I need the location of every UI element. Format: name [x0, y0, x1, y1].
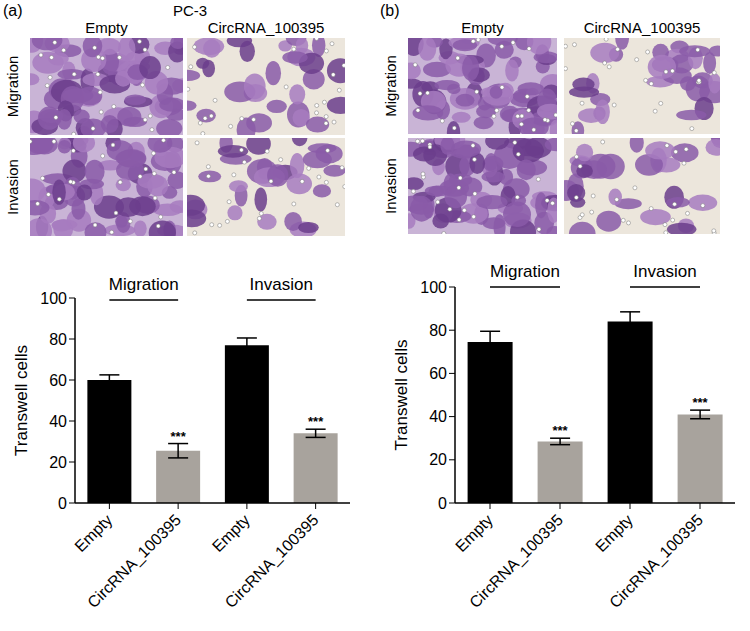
svg-text:Empty: Empty — [209, 511, 253, 555]
svg-text:Empty: Empty — [71, 511, 115, 555]
svg-text:Invasion: Invasion — [382, 158, 399, 214]
svg-text:CircRNA_100395: CircRNA_100395 — [466, 511, 567, 612]
svg-text:(b): (b) — [380, 2, 400, 19]
svg-text:***: *** — [308, 414, 324, 429]
svg-text:20: 20 — [49, 454, 67, 471]
svg-text:20: 20 — [429, 451, 447, 468]
svg-text:CircRNA_100395: CircRNA_100395 — [606, 511, 707, 612]
svg-text:CircRNA_100395: CircRNA_100395 — [222, 511, 323, 612]
svg-text:Migration: Migration — [382, 55, 399, 117]
svg-text:60: 60 — [429, 365, 447, 382]
svg-text:80: 80 — [429, 322, 447, 339]
svg-text:Empty: Empty — [461, 19, 504, 36]
svg-text:PC-3: PC-3 — [173, 2, 207, 19]
svg-text:0: 0 — [58, 495, 67, 512]
svg-text:40: 40 — [49, 413, 67, 430]
svg-text:Invasion: Invasion — [633, 262, 696, 281]
svg-text:Transwell cells: Transwell cells — [12, 345, 31, 456]
svg-text:Invasion: Invasion — [250, 275, 313, 294]
svg-text:Migration: Migration — [4, 56, 21, 118]
svg-text:***: *** — [693, 395, 709, 410]
svg-text:CircRNA_100395: CircRNA_100395 — [584, 19, 701, 36]
svg-text:40: 40 — [429, 408, 447, 425]
svg-text:***: *** — [553, 423, 569, 438]
svg-text:CircRNA_100395: CircRNA_100395 — [208, 19, 325, 36]
svg-text:Transwell cells: Transwell cells — [392, 340, 411, 451]
svg-text:Empty: Empty — [592, 511, 636, 555]
svg-text:0: 0 — [438, 495, 447, 512]
svg-text:100: 100 — [40, 290, 67, 307]
svg-text:60: 60 — [49, 372, 67, 389]
svg-text:CircRNA_100395: CircRNA_100395 — [84, 511, 185, 612]
svg-text:Empty: Empty — [452, 511, 496, 555]
svg-text:Invasion: Invasion — [4, 159, 21, 215]
svg-text:***: *** — [171, 429, 187, 444]
svg-text:Empty: Empty — [85, 19, 128, 36]
svg-text:Migration: Migration — [490, 262, 560, 281]
svg-text:100: 100 — [420, 279, 447, 296]
svg-text:80: 80 — [49, 331, 67, 348]
svg-text:(a): (a) — [3, 2, 23, 19]
svg-text:Migration: Migration — [109, 275, 179, 294]
